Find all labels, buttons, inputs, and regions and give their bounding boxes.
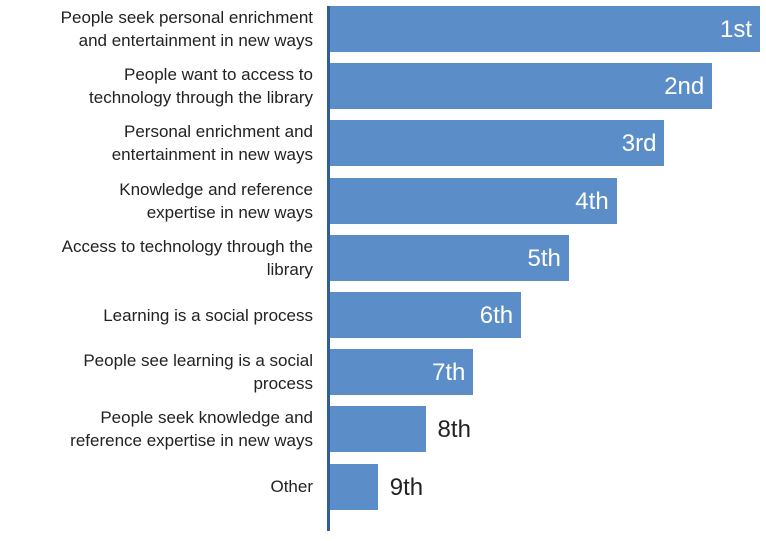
- category-label: People want to access to technology throu…: [3, 63, 313, 109]
- category-label-line: Access to technology through the: [61, 236, 313, 256]
- bar-value-label: 5th: [527, 244, 561, 272]
- category-label-line: People seek knowledge and: [100, 408, 313, 428]
- bar-8: [330, 406, 426, 453]
- category-label-line: People see learning is a social: [83, 351, 313, 371]
- bar-2: [330, 63, 713, 110]
- category-label: Other: [3, 475, 313, 498]
- category-label-line: technology through the library: [89, 88, 313, 108]
- category-label-line: library: [266, 259, 313, 279]
- category-label-line: Other: [270, 477, 313, 497]
- y-axis-line: [327, 6, 330, 531]
- bar-6: [330, 292, 522, 338]
- category-label: People see learning is a social process: [3, 349, 313, 395]
- category-label: Knowledge and reference expertise in new …: [3, 178, 313, 224]
- category-label-line: Personal enrichment and: [123, 122, 313, 142]
- category-label: People seek personal enrichment and enter…: [3, 6, 313, 52]
- category-label-line: entertainment in new ways: [111, 145, 313, 165]
- category-label-line: People want to access to: [123, 65, 313, 85]
- bar-value-label: 3rd: [621, 130, 657, 158]
- bar-9: [330, 463, 378, 510]
- category-label-line: Knowledge and reference: [119, 179, 313, 199]
- category-label: Personal enrichment and entertainment in …: [3, 120, 313, 166]
- bar-value-label: 1st: [719, 16, 752, 43]
- bar-value-label: 7th: [431, 359, 466, 387]
- category-label-line: reference expertise in new ways: [70, 431, 313, 451]
- category-label: Access to technology through the library: [3, 235, 313, 281]
- category-label-line: expertise in new ways: [146, 202, 313, 222]
- category-label-line: and entertainment in new ways: [78, 31, 313, 50]
- bar-4: [330, 177, 617, 224]
- bar-3: [330, 120, 665, 167]
- category-label-line: process: [253, 374, 313, 394]
- category-label: People seek knowledge and reference exper…: [3, 406, 313, 452]
- bar-value-label: 2nd: [664, 73, 705, 101]
- bar-value-label: 4th: [575, 187, 609, 215]
- bar-1: [330, 6, 760, 52]
- bar-5: [330, 234, 569, 281]
- category-label-line: People seek personal enrichment: [60, 8, 313, 27]
- bar-value-label: 9th: [389, 473, 424, 501]
- bar-7: [330, 349, 474, 396]
- bar-value-label: 8th: [437, 416, 471, 444]
- category-label: Learning is a social process: [3, 304, 313, 327]
- bar-value-label: 6th: [479, 302, 514, 329]
- category-label-line: Learning is a social process: [103, 305, 313, 325]
